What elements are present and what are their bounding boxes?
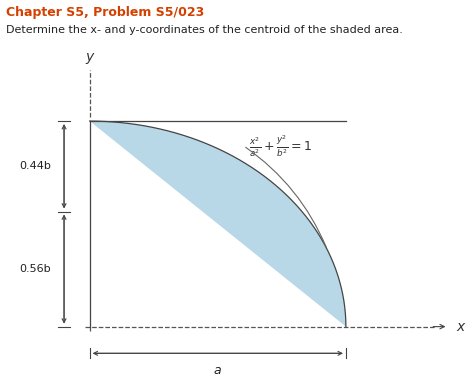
Text: Chapter S5, Problem S5/023: Chapter S5, Problem S5/023	[6, 6, 204, 19]
Text: 0.56b: 0.56b	[19, 264, 51, 274]
Text: x: x	[456, 320, 465, 334]
Polygon shape	[90, 121, 346, 327]
Text: $\frac{x^2}{a^2}+\frac{y^2}{b^2}=1$: $\frac{x^2}{a^2}+\frac{y^2}{b^2}=1$	[248, 133, 311, 159]
Text: y: y	[85, 50, 94, 64]
Text: a: a	[214, 364, 222, 376]
Text: 0.44b: 0.44b	[19, 161, 51, 171]
Text: Determine the x- and y-coordinates of the centroid of the shaded area.: Determine the x- and y-coordinates of th…	[6, 25, 403, 34]
